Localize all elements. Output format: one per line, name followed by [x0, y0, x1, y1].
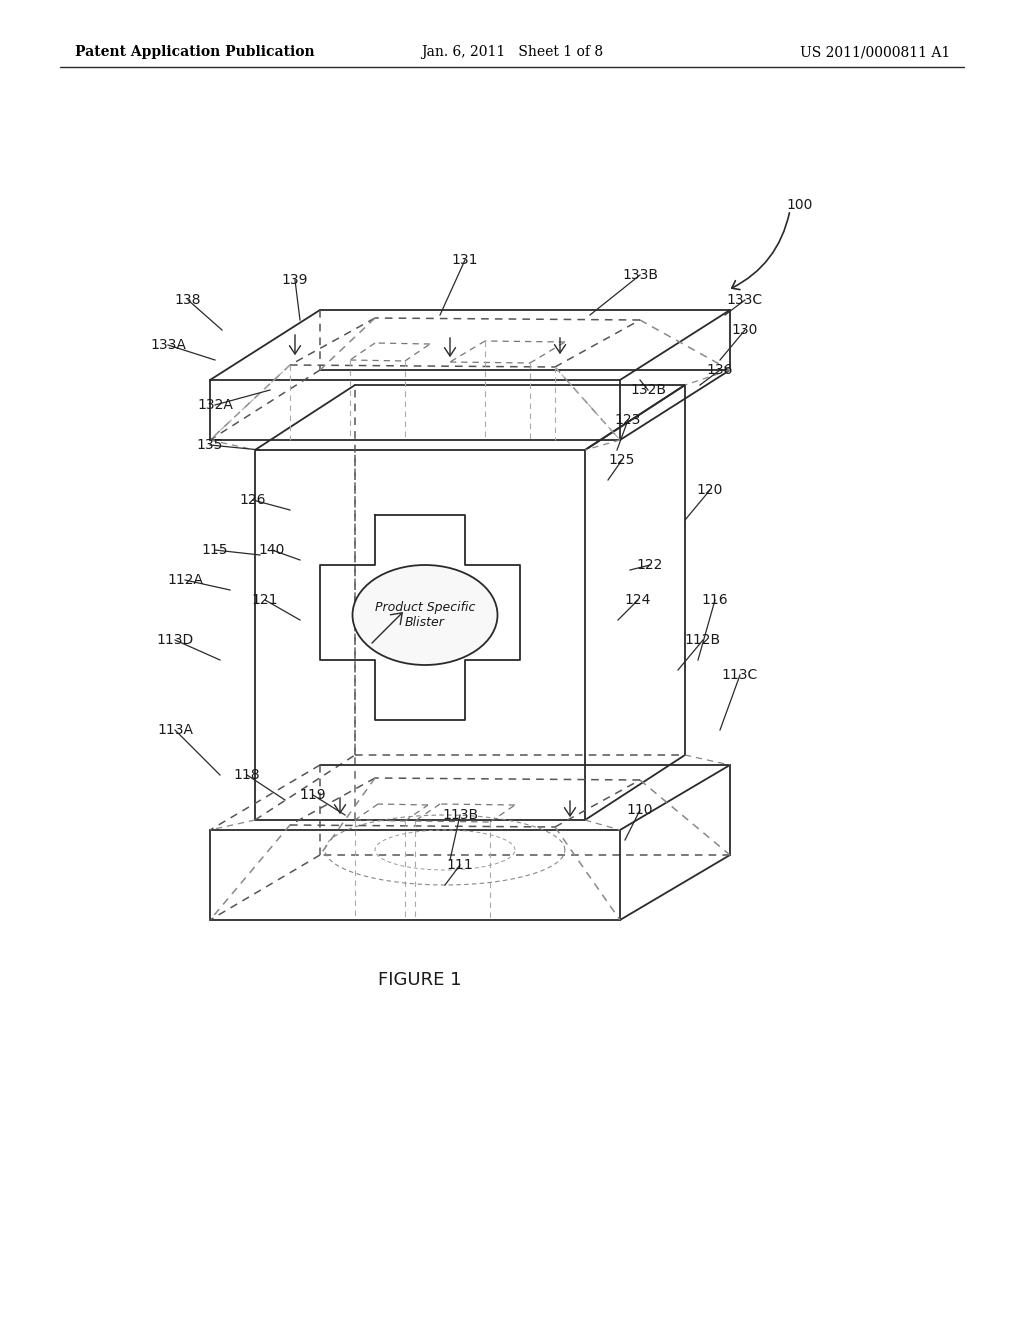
Text: US 2011/0000811 A1: US 2011/0000811 A1	[800, 45, 950, 59]
Text: 133C: 133C	[727, 293, 763, 308]
Text: 124: 124	[625, 593, 651, 607]
Text: 133B: 133B	[622, 268, 658, 282]
Text: 119: 119	[300, 788, 327, 803]
Text: Jan. 6, 2011   Sheet 1 of 8: Jan. 6, 2011 Sheet 1 of 8	[421, 45, 603, 59]
Text: 113D: 113D	[157, 634, 194, 647]
Text: 135: 135	[197, 438, 223, 451]
Text: 100: 100	[786, 198, 813, 213]
FancyArrowPatch shape	[732, 213, 790, 289]
Text: 123: 123	[614, 413, 641, 426]
Text: Product Specific: Product Specific	[375, 601, 475, 614]
Text: 115: 115	[202, 543, 228, 557]
Text: 113C: 113C	[722, 668, 758, 682]
Text: FIGURE 1: FIGURE 1	[378, 972, 462, 989]
Text: 140: 140	[259, 543, 286, 557]
Text: 131: 131	[452, 253, 478, 267]
Text: 132B: 132B	[630, 383, 666, 397]
Text: 132A: 132A	[197, 399, 232, 412]
Text: 110: 110	[627, 803, 653, 817]
Text: 111: 111	[446, 858, 473, 873]
Text: 138: 138	[175, 293, 202, 308]
Text: 126: 126	[240, 492, 266, 507]
Text: 112B: 112B	[685, 634, 721, 647]
Text: 112A: 112A	[167, 573, 203, 587]
Text: 113B: 113B	[442, 808, 478, 822]
Text: 120: 120	[696, 483, 723, 498]
Text: 113A: 113A	[157, 723, 193, 737]
Text: 121: 121	[252, 593, 279, 607]
Text: 136: 136	[707, 363, 733, 378]
Text: 139: 139	[282, 273, 308, 286]
Text: 116: 116	[701, 593, 728, 607]
Text: 125: 125	[609, 453, 635, 467]
Text: Blister: Blister	[406, 616, 445, 630]
Text: 118: 118	[233, 768, 260, 781]
Text: 122: 122	[637, 558, 664, 572]
Text: 130: 130	[732, 323, 758, 337]
Text: 133A: 133A	[151, 338, 186, 352]
Text: Patent Application Publication: Patent Application Publication	[75, 45, 314, 59]
Ellipse shape	[352, 565, 498, 665]
